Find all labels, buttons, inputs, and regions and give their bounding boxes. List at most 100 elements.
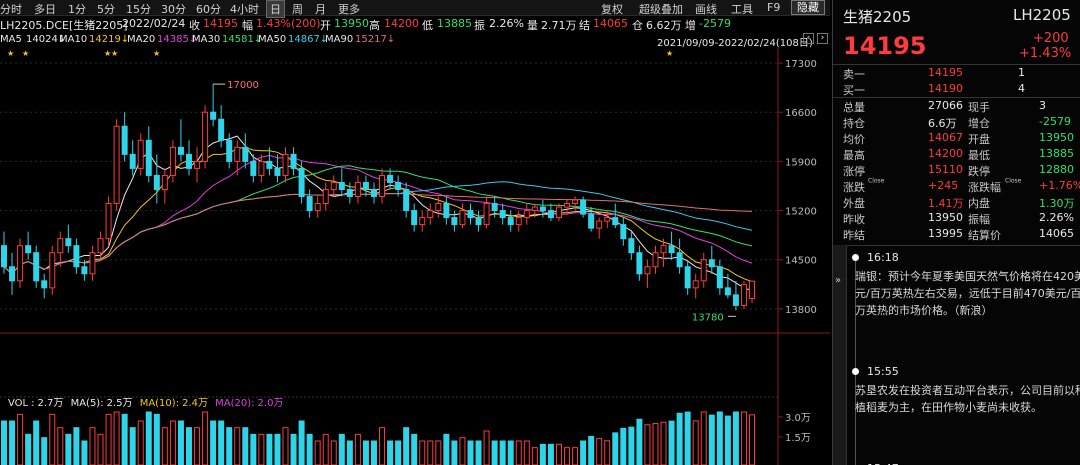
volume-bar bbox=[644, 424, 651, 465]
last-price: 14195 bbox=[843, 32, 927, 60]
candle bbox=[395, 175, 402, 197]
tab-30min[interactable]: 30分 bbox=[161, 3, 186, 16]
stat-value: 13885 bbox=[1039, 147, 1074, 160]
candle bbox=[73, 238, 80, 274]
candle-body bbox=[370, 188, 377, 198]
inc-label: 增 bbox=[685, 19, 696, 32]
tab-daily[interactable]: 日 bbox=[266, 0, 285, 18]
volume-bar bbox=[362, 440, 369, 465]
ask-qty: 1 bbox=[1018, 66, 1025, 79]
period-toolbar: 分时 多日 1分 5分 15分 30分 60分 4小时 日 周 月 更多 复权 … bbox=[0, 0, 830, 18]
volume-bar bbox=[370, 440, 377, 465]
tab-60min[interactable]: 60分 bbox=[196, 3, 221, 16]
adjust-button[interactable]: 复权 bbox=[601, 3, 623, 16]
volume-bar bbox=[443, 433, 450, 465]
prev-icon[interactable]: ‹ bbox=[803, 33, 814, 44]
event-star-icon[interactable]: ★ bbox=[104, 49, 111, 58]
stat-label: 涨停 bbox=[843, 165, 865, 178]
next-icon[interactable]: › bbox=[817, 33, 828, 44]
vol-ma20-value: 2.0万 bbox=[258, 398, 284, 409]
event-star-icon[interactable]: ★ bbox=[153, 49, 160, 58]
tab-monthly[interactable]: 月 bbox=[315, 3, 326, 16]
news-text-line[interactable]: 万英热的市场价格。（新浪） bbox=[855, 304, 993, 317]
volume-bar bbox=[539, 443, 546, 465]
candle-body bbox=[137, 139, 144, 169]
volume-bar bbox=[97, 433, 104, 465]
news-side-bar[interactable]: » bbox=[833, 245, 847, 465]
candle-body bbox=[387, 174, 394, 183]
volume-bar bbox=[523, 440, 530, 465]
volume-bar bbox=[628, 426, 635, 465]
candle-body bbox=[692, 280, 699, 289]
candle bbox=[435, 196, 442, 218]
candle bbox=[250, 154, 257, 183]
draw-line-button[interactable]: 画线 bbox=[695, 3, 717, 16]
candle bbox=[9, 252, 16, 295]
stat-label: 最低 bbox=[968, 149, 990, 162]
tab-weekly[interactable]: 周 bbox=[292, 3, 303, 16]
candle bbox=[242, 133, 249, 169]
change-label: 幅 bbox=[242, 19, 253, 32]
candle bbox=[636, 245, 643, 281]
bid-price: 14190 bbox=[928, 82, 963, 95]
stat-value: 12880 bbox=[1039, 163, 1074, 176]
volume-bar bbox=[676, 412, 683, 465]
volume-bar bbox=[604, 440, 611, 465]
volume-bar bbox=[395, 440, 402, 465]
collapse-icon[interactable]: » bbox=[835, 275, 842, 286]
candle-body bbox=[636, 252, 643, 275]
candle bbox=[105, 196, 112, 246]
tab-more[interactable]: 更多 bbox=[338, 3, 360, 16]
low-annotation-label: 13780 bbox=[692, 312, 724, 323]
news-text-line[interactable]: 瑞银：预计今年夏季美国天然气价格将在420美 bbox=[855, 270, 1080, 283]
event-star-icon[interactable]: ★ bbox=[7, 49, 14, 58]
news-time: 16:18 bbox=[867, 251, 899, 264]
candle bbox=[282, 147, 289, 183]
price-tick-label: 14500 bbox=[785, 256, 817, 267]
candle-body bbox=[258, 160, 265, 176]
tab-5min[interactable]: 5分 bbox=[97, 3, 115, 16]
news-text-line[interactable]: 元/百万英热左右交易，远低于目前470美元/百 bbox=[855, 287, 1080, 300]
candle bbox=[612, 203, 619, 229]
overlay-button[interactable]: 超级叠加 bbox=[639, 3, 683, 16]
f9-button[interactable]: F9 bbox=[767, 1, 781, 14]
candle-body bbox=[153, 174, 160, 190]
tab-15min[interactable]: 15分 bbox=[126, 3, 151, 16]
candle bbox=[588, 207, 595, 232]
volume-bar bbox=[692, 420, 699, 465]
timeline-dot bbox=[852, 254, 859, 261]
volume-bar bbox=[194, 427, 201, 465]
candle-body bbox=[596, 220, 603, 229]
hide-button[interactable]: 隐藏 bbox=[791, 0, 825, 15]
inc-value: -2579 bbox=[699, 17, 731, 30]
event-star-icon[interactable]: ★ bbox=[22, 49, 29, 58]
candle-body bbox=[202, 111, 209, 162]
candle bbox=[33, 245, 40, 288]
candle-body bbox=[531, 206, 538, 212]
tab-multi-day[interactable]: 多日 bbox=[34, 3, 56, 16]
stat-value: 13995 bbox=[928, 227, 963, 240]
candle bbox=[451, 210, 458, 232]
candle-body bbox=[620, 224, 627, 240]
tab-4hour[interactable]: 4小时 bbox=[230, 3, 259, 16]
candle-body bbox=[564, 203, 571, 208]
tab-1min[interactable]: 1分 bbox=[68, 3, 86, 16]
volume-bar bbox=[740, 411, 747, 465]
contract-code: LH2205 bbox=[1013, 6, 1071, 24]
stat-label: 开盘 bbox=[968, 133, 990, 146]
volume-bar bbox=[89, 427, 96, 465]
candle bbox=[660, 238, 667, 267]
tools-button[interactable]: 工具 bbox=[731, 3, 753, 16]
candle-body bbox=[330, 181, 337, 190]
ma10-label: MA10 bbox=[59, 34, 88, 45]
news-text-line[interactable]: 植稻麦为主，在田作物小麦尚未收获。 bbox=[855, 401, 1042, 414]
stat-value: -2579 bbox=[1039, 115, 1071, 128]
stat-label: 昨收 bbox=[843, 213, 865, 226]
tab-intraday[interactable]: 分时 bbox=[0, 3, 22, 16]
event-star-icon[interactable]: ★ bbox=[666, 49, 673, 58]
candle bbox=[732, 280, 739, 311]
event-star-icon[interactable]: ★ bbox=[111, 49, 118, 58]
volume-bar bbox=[507, 440, 514, 465]
news-text-line[interactable]: 苏垦农发在投资者互动平台表示，公司目前以种 bbox=[855, 384, 1080, 397]
